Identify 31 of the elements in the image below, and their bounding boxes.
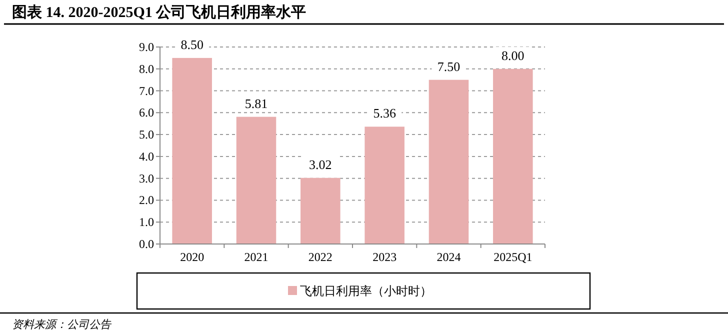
- x-tick-label: 2020: [180, 250, 204, 264]
- text: 3.02: [309, 156, 332, 172]
- bar: [428, 80, 469, 244]
- text: 5.36: [373, 106, 396, 121]
- text: 7.50: [437, 58, 460, 74]
- x-tick-label: 2024: [436, 250, 461, 264]
- bar: [364, 126, 404, 244]
- x-tick-label: 2022: [308, 250, 332, 264]
- y-tick-label: 0.0: [139, 237, 154, 251]
- y-tick-label: 7.0: [139, 84, 154, 98]
- text: 资料来源：公司公告: [12, 318, 112, 331]
- text: 8.00: [502, 48, 524, 63]
- bar: [300, 178, 340, 244]
- bar: [236, 116, 276, 244]
- x-tick-label: 2023: [372, 250, 397, 264]
- y-tick-label: 3.0: [139, 171, 154, 186]
- text: 5.81: [244, 96, 268, 111]
- x-tick-label: 2025Q1: [494, 250, 532, 264]
- y-tick-label: 2.0: [139, 193, 154, 208]
- bar: [493, 68, 533, 244]
- y-tick-label: 9.0: [139, 40, 154, 54]
- y-tick-label: 8.0: [139, 62, 154, 76]
- x-tick-label: 2021: [244, 250, 268, 264]
- bar: [172, 58, 212, 244]
- y-tick-label: 6.0: [139, 106, 154, 120]
- legend-label: 飞机日利用率（小时时）: [300, 284, 432, 298]
- y-tick-label: 1.0: [139, 215, 154, 230]
- y-tick-label: 5.0: [139, 128, 154, 142]
- y-tick-label: 4.0: [139, 149, 154, 164]
- chart-title: 图表 14. 2020-2025Q1 公司飞机日利用率水平: [12, 3, 306, 21]
- text: 8.50: [180, 36, 204, 52]
